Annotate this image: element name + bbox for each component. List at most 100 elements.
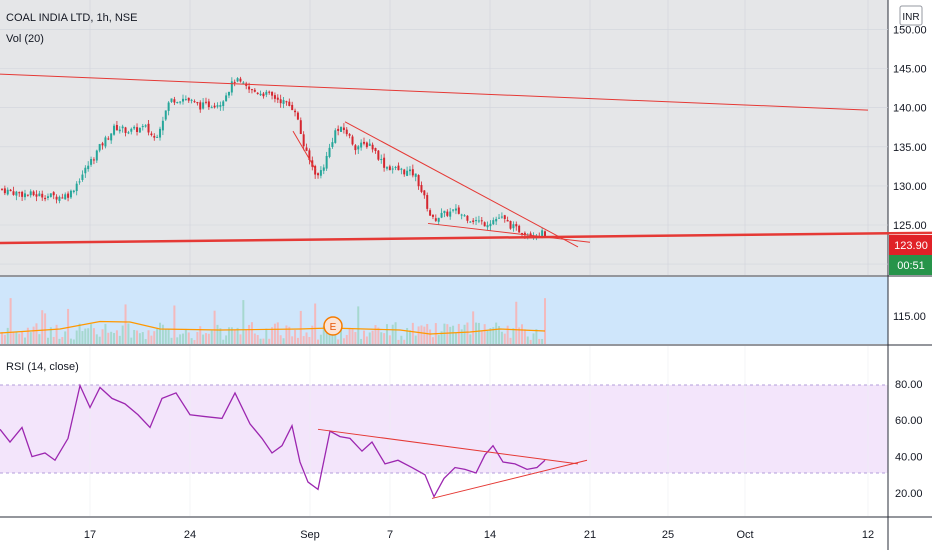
volume-bar	[276, 322, 279, 344]
candle-body	[446, 211, 449, 216]
candle-body	[170, 98, 173, 102]
volume-bar	[311, 325, 314, 344]
volume-ma-path	[0, 320, 546, 335]
candle-body	[492, 220, 495, 225]
volume-bar	[380, 332, 383, 344]
volume-bar	[397, 339, 400, 344]
candle-body	[400, 168, 403, 170]
volume-bar	[515, 301, 518, 344]
candle-body	[156, 136, 159, 138]
volume-bar	[408, 330, 411, 344]
volume-bar	[288, 326, 291, 344]
volume-bar	[417, 326, 420, 344]
grid-lines	[0, 0, 888, 516]
candle-body	[233, 81, 236, 83]
candle-body	[351, 136, 354, 145]
candle-body	[176, 102, 179, 104]
candle-body	[133, 126, 136, 129]
candle-body	[115, 124, 118, 131]
volume-bar	[308, 336, 311, 344]
volume-bar	[340, 325, 343, 344]
volume-bar	[182, 333, 184, 344]
candle-body	[483, 222, 486, 227]
volume-bar	[466, 322, 469, 344]
volume-bar	[368, 332, 371, 344]
candle-body	[426, 195, 429, 209]
volume-bar	[449, 326, 452, 344]
volume-bar	[325, 325, 328, 344]
candle-body	[500, 216, 503, 218]
candle-body	[262, 93, 265, 97]
candle-body	[345, 129, 348, 135]
volume-bar	[492, 327, 495, 344]
candle-body	[529, 233, 532, 237]
volume-bar	[365, 336, 368, 344]
volume-bar	[69, 338, 72, 344]
price-pane-background[interactable]	[0, 0, 888, 275]
earnings-marker[interactable]: E	[323, 316, 343, 336]
volume-label: Vol (20)	[6, 33, 44, 45]
volume-bar	[84, 328, 87, 344]
candle-body	[179, 101, 182, 103]
rsi-axis-labels[interactable]: 80.00 60.00 40.00 20.00	[895, 379, 923, 500]
volume-bar	[101, 329, 104, 344]
currency-box[interactable]	[899, 5, 923, 26]
candle-body	[55, 196, 58, 200]
volume-bar	[406, 327, 409, 344]
volume-bar	[345, 334, 348, 344]
candle-body	[434, 218, 437, 221]
candle-body	[193, 101, 196, 103]
volume-bar	[334, 331, 337, 344]
volume-bar	[121, 325, 124, 344]
candle-body	[144, 125, 147, 127]
earnings-circle[interactable]	[323, 316, 343, 336]
time-tick-label: Sep	[300, 529, 320, 541]
candle-body	[276, 97, 279, 100]
candle-body	[161, 120, 164, 131]
volume-bar	[374, 325, 377, 344]
volume-bar	[423, 326, 426, 344]
candle-body	[340, 126, 343, 132]
last-price-value: 123.90	[894, 240, 928, 252]
candle-body	[167, 102, 170, 111]
candle-body	[26, 194, 29, 196]
volume-bar	[118, 335, 121, 344]
candle-body	[107, 138, 110, 140]
last-price-badge-bg	[889, 235, 932, 255]
candle-body	[58, 196, 61, 201]
candle-body	[423, 190, 426, 196]
volume-axis-labels[interactable]: 115.00	[893, 311, 926, 323]
volume-bar	[273, 323, 276, 344]
volume-bar	[176, 337, 179, 344]
candle-body	[222, 101, 225, 107]
time-axis-labels[interactable]: 17 24 Sep 7 14 21 25 Oct 12	[84, 529, 874, 541]
volume-bar	[245, 329, 248, 344]
volume-bar	[52, 336, 55, 344]
volume-bar	[95, 334, 98, 344]
volume-bar	[486, 331, 489, 344]
volume-bar	[236, 327, 239, 344]
candle-body	[210, 107, 213, 109]
candle-body	[288, 101, 291, 106]
candle-body	[273, 95, 276, 99]
countdown-value: 00:51	[897, 260, 925, 272]
candle-body	[383, 157, 386, 168]
candle-body	[15, 191, 18, 196]
candle-body	[357, 146, 360, 150]
volume-bar	[454, 332, 457, 344]
candle-body	[305, 147, 308, 151]
candle-body	[437, 217, 440, 222]
volume-bar	[271, 327, 274, 344]
candle-body	[403, 169, 406, 175]
candle-body	[268, 91, 271, 93]
candle-body	[282, 100, 285, 104]
volume-bar	[230, 327, 233, 344]
candle-body	[408, 169, 411, 172]
volume-bar	[342, 338, 345, 344]
price-tick-label: 130.00	[893, 181, 927, 193]
candle-body	[380, 159, 383, 161]
candle-body	[506, 219, 509, 222]
volume-bar	[3, 334, 6, 344]
candle-body	[207, 101, 210, 108]
